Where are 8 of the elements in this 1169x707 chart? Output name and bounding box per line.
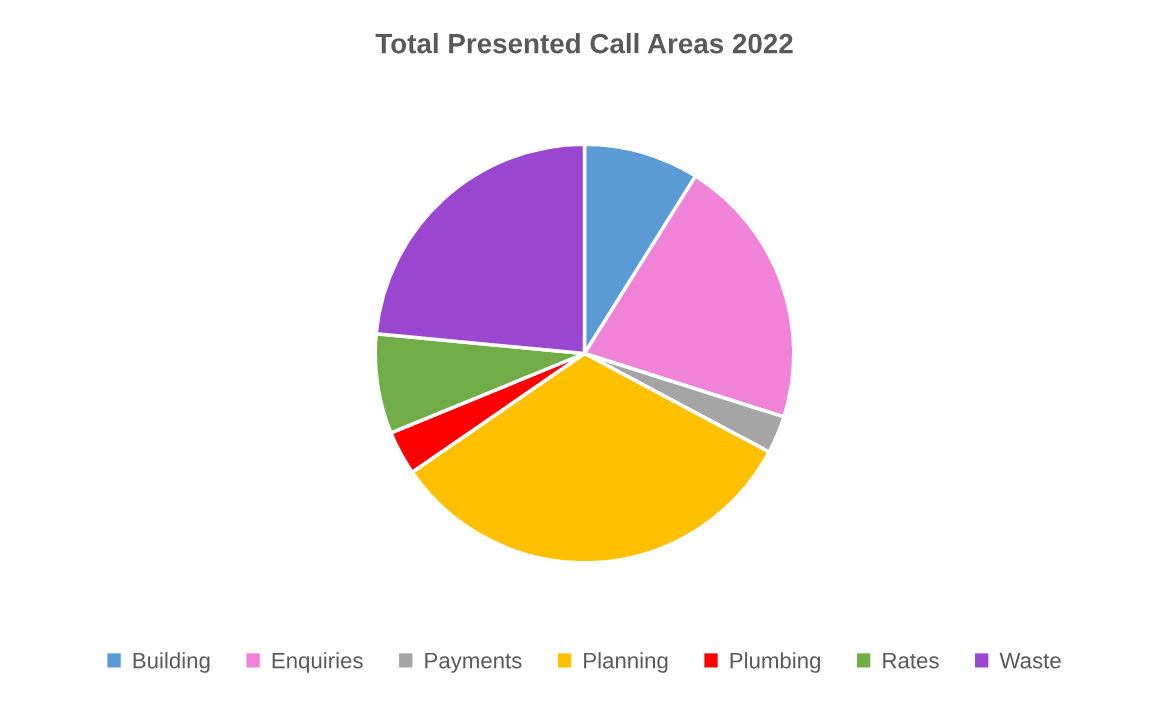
chart-title: Total Presented Call Areas 2022	[375, 33, 793, 54]
legend-label: Waste	[999, 652, 1061, 669]
legend-label: Rates	[883, 652, 939, 669]
legend-label: Planning	[584, 652, 668, 673]
legend-label: Payments	[425, 652, 522, 673]
legend-label: Enquiries	[272, 652, 363, 673]
legend-label: Plumbing	[730, 652, 821, 673]
legend-label: Building	[133, 652, 210, 673]
